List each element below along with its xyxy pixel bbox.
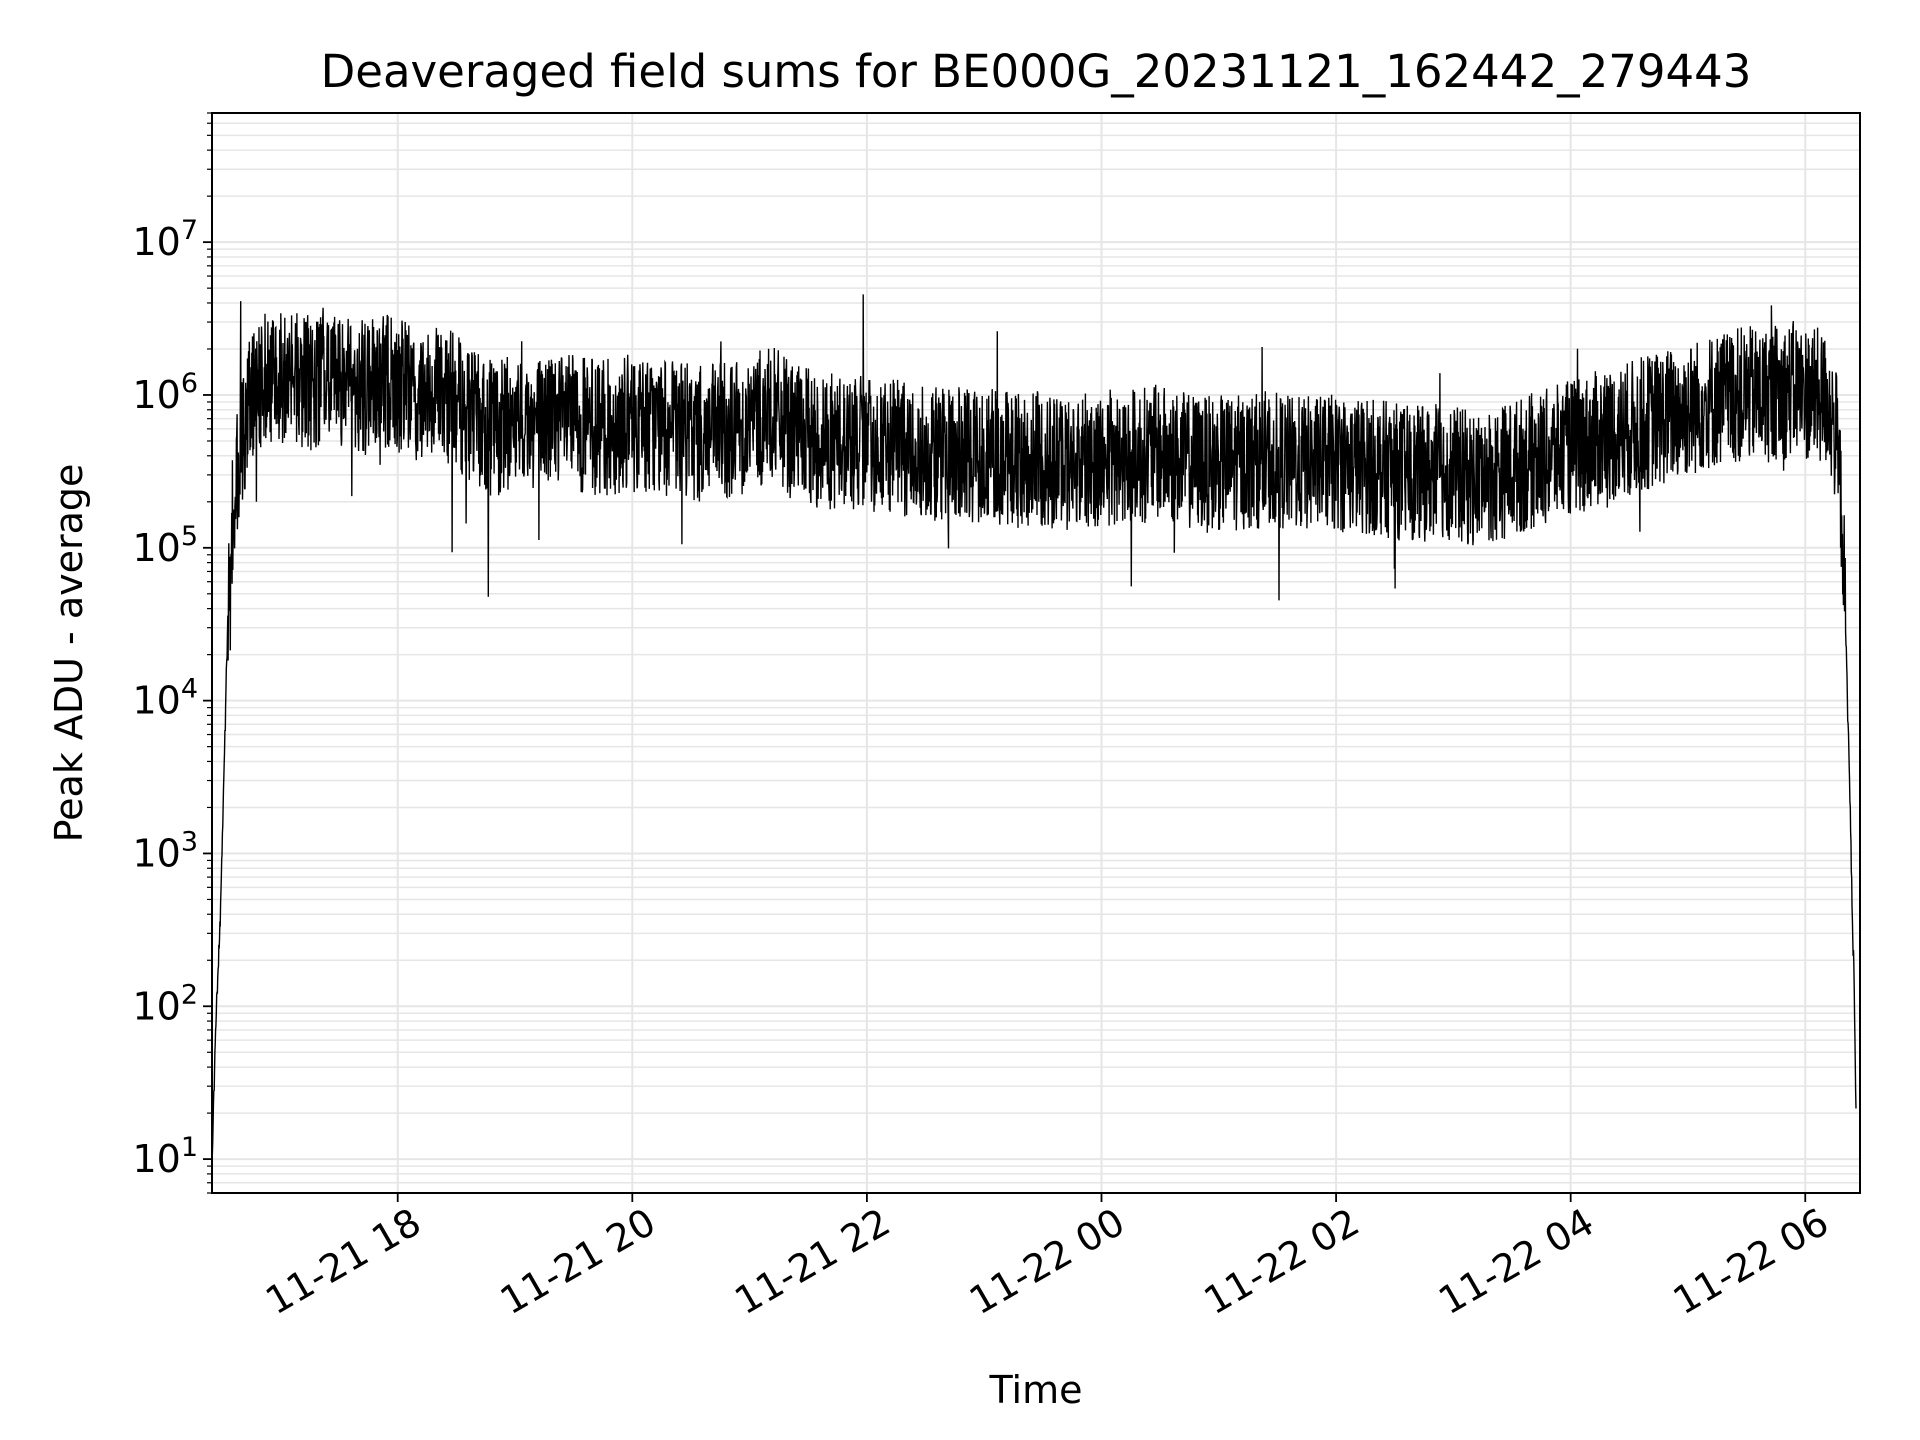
plot-frame	[211, 112, 1861, 1194]
y-axis-label: Peak ADU - average	[47, 464, 91, 843]
y-tick-exponent: 7	[181, 215, 198, 246]
y-tick-exponent: 6	[181, 368, 198, 399]
y-tick-label: 103	[132, 826, 198, 875]
y-tick-exponent: 3	[181, 826, 198, 857]
y-tick-base: 10	[132, 831, 180, 875]
series-line	[211, 294, 1857, 1161]
data-layer	[211, 294, 1857, 1161]
y-tick-label: 102	[132, 979, 198, 1028]
y-tick-base: 10	[132, 526, 180, 570]
y-tick-label: 105	[132, 521, 198, 570]
x-axis-label: Time	[989, 1368, 1083, 1412]
y-tick-base: 10	[132, 679, 180, 723]
y-tick-exponent: 1	[181, 1132, 198, 1163]
y-tick-exponent: 5	[181, 521, 198, 552]
chart-title: Deaveraged field sums for BE000G_2023112…	[321, 45, 1752, 98]
y-tick-label: 106	[132, 368, 198, 417]
y-tick-base: 10	[132, 373, 180, 417]
y-tick-exponent: 2	[181, 979, 198, 1010]
y-tick-exponent: 4	[181, 674, 198, 705]
y-tick-base: 10	[132, 1137, 180, 1181]
y-tick-label: 101	[132, 1132, 198, 1181]
y-tick-base: 10	[132, 220, 180, 264]
y-tick-label: 104	[132, 674, 198, 723]
y-tick-label: 107	[132, 215, 198, 264]
y-tick-base: 10	[132, 984, 180, 1028]
